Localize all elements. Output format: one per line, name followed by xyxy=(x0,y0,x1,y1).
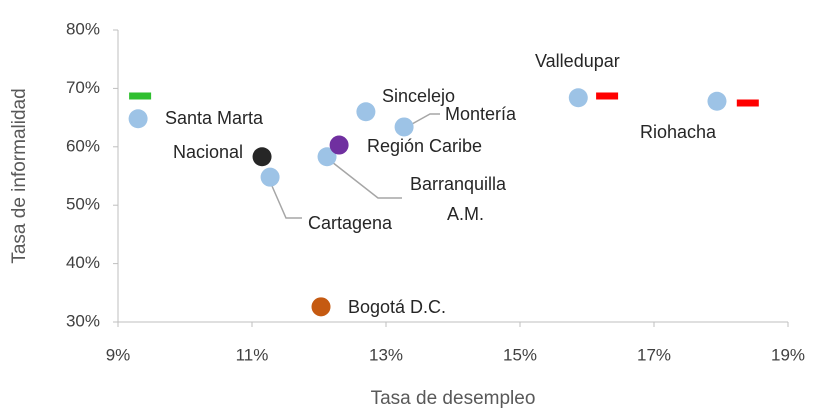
y-axis-title: Tasa de informalidad xyxy=(9,88,30,263)
x-axis-title: Tasa de desempleo xyxy=(371,388,536,409)
leader-line xyxy=(271,185,302,219)
y-tick-label: 80% xyxy=(66,19,100,38)
point xyxy=(311,297,331,317)
point-label: Región Caribe xyxy=(367,136,482,156)
x-tick-label: 19% xyxy=(771,345,805,364)
x-tick-label: 13% xyxy=(369,345,403,364)
point xyxy=(568,88,588,108)
point-label: Bogotá D.C. xyxy=(348,297,446,317)
point xyxy=(356,102,376,122)
point xyxy=(329,135,349,155)
point-label: Nacional xyxy=(173,142,243,162)
dash-marker xyxy=(736,99,759,107)
y-tick-label: 60% xyxy=(66,136,100,155)
point-label: Montería xyxy=(445,104,517,124)
x-tick-label: 11% xyxy=(236,345,269,364)
y-tick-label: 30% xyxy=(66,311,100,330)
point xyxy=(317,147,337,167)
point-label: Valledupar xyxy=(535,51,620,71)
point xyxy=(707,91,727,111)
x-tick-label: 17% xyxy=(637,345,671,364)
y-tick-label: 70% xyxy=(66,78,100,97)
x-tick-label: 9% xyxy=(106,345,131,364)
point-label: Barranquilla A.M. xyxy=(410,174,511,224)
point xyxy=(128,109,148,129)
x-tick-label: 15% xyxy=(503,345,537,364)
point-label: Sincelejo xyxy=(382,86,455,106)
leader-line xyxy=(411,113,440,125)
point xyxy=(394,117,414,137)
leader-line xyxy=(331,161,402,199)
point-label: Santa Marta xyxy=(165,108,264,128)
dash-marker xyxy=(596,92,619,100)
y-tick-label: 40% xyxy=(66,253,100,272)
point-label: Cartagena xyxy=(308,213,393,233)
point-label: Riohacha xyxy=(640,122,717,142)
point xyxy=(260,167,280,187)
point xyxy=(252,147,272,167)
y-tick-label: 50% xyxy=(66,195,100,214)
dash-marker xyxy=(129,92,152,100)
